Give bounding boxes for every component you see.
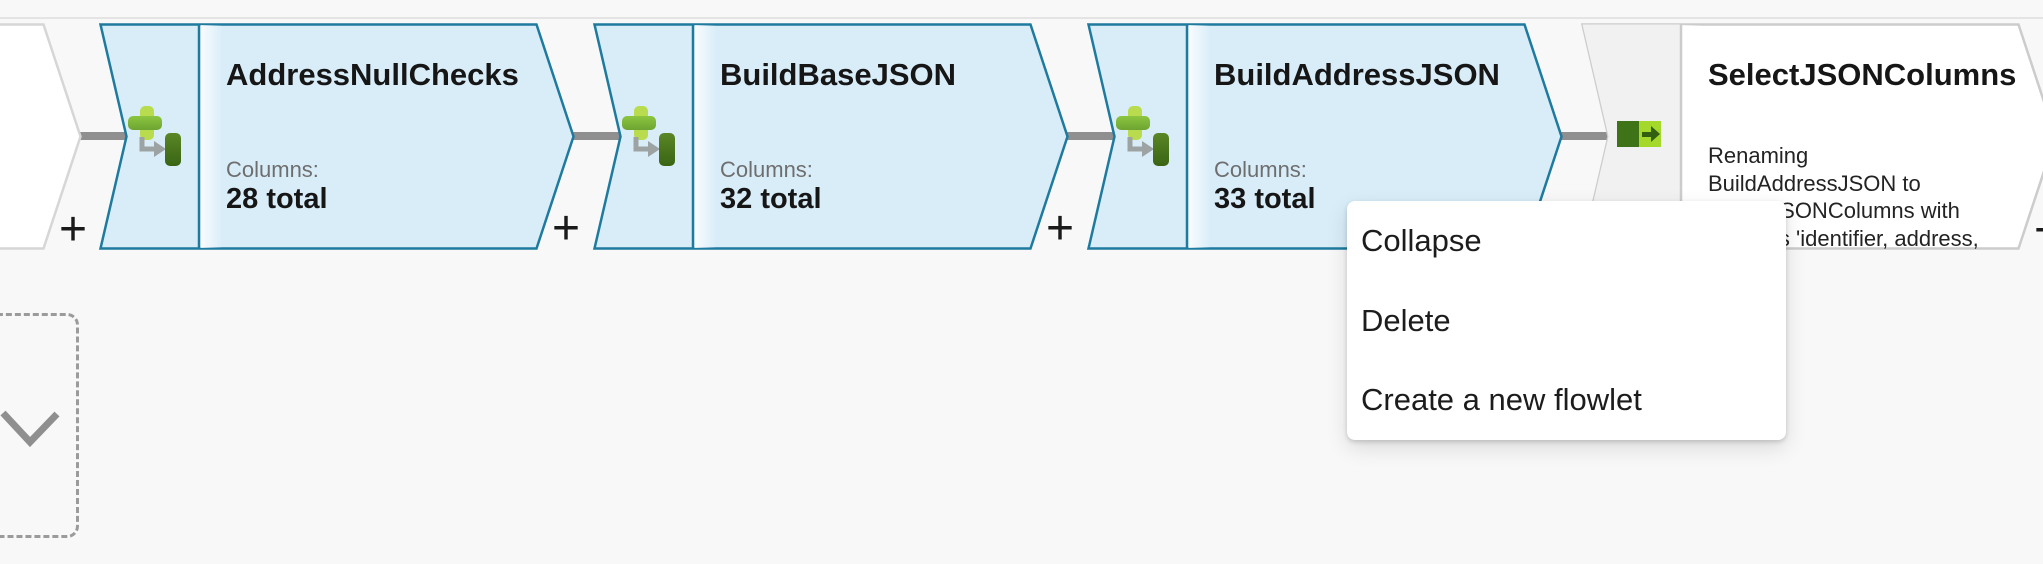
context-menu: Collapse Delete Create a new flowlet [1347,201,1786,440]
canvas-top-border [0,17,2043,19]
columns-value: 28 total [226,183,328,215]
add-transformation-button[interactable]: + [542,203,590,255]
add-transformation-button[interactable]: + [2024,205,2043,257]
derived-column-icon [128,106,181,166]
columns-label: Columns: [226,157,319,182]
transformation-node-buildaddressjson[interactable]: BuildAddressJSON Columns: 33 total [1086,23,1563,250]
select-icon [1617,121,1661,147]
add-transformation-button[interactable]: + [1036,203,1084,255]
menu-item-delete[interactable]: Delete [1361,302,1451,338]
node-shape [1086,23,1563,250]
node-shape [592,23,1069,250]
node-title: AddressNullChecks [226,57,519,92]
derived-column-icon [1116,106,1169,166]
collapsed-node-placeholder[interactable] [0,313,79,538]
menu-item-collapse[interactable]: Collapse [1361,222,1482,258]
menu-item-create-flowlet[interactable]: Create a new flowlet [1361,382,1642,418]
stream-connector [75,132,126,140]
columns-value: 33 total [1214,183,1316,215]
columns-label: Columns: [720,157,813,182]
node-shape [98,23,575,250]
columns-label: Columns: [1214,157,1307,182]
transformation-node-addressnullchecks[interactable]: AddressNullChecks Columns: 28 total [98,23,575,250]
stream-connector [1558,132,1608,140]
chevron-down-icon[interactable] [0,406,62,450]
stream-connector [1064,132,1114,140]
stream-connector [570,132,620,140]
columns-value: 32 total [720,183,822,215]
node-title: SelectJSONColumns [1708,57,2017,92]
node-shape [1580,23,2043,250]
derived-column-icon [622,106,675,166]
transformation-node-buildbasejson[interactable]: BuildBaseJSON Columns: 32 total [592,23,1069,250]
node-title: BuildAddressJSON [1214,57,1500,92]
add-transformation-button[interactable]: + [49,204,97,256]
node-title: BuildBaseJSON [720,57,957,92]
node-shape [0,23,82,250]
transformation-node-partial[interactable] [0,23,82,250]
